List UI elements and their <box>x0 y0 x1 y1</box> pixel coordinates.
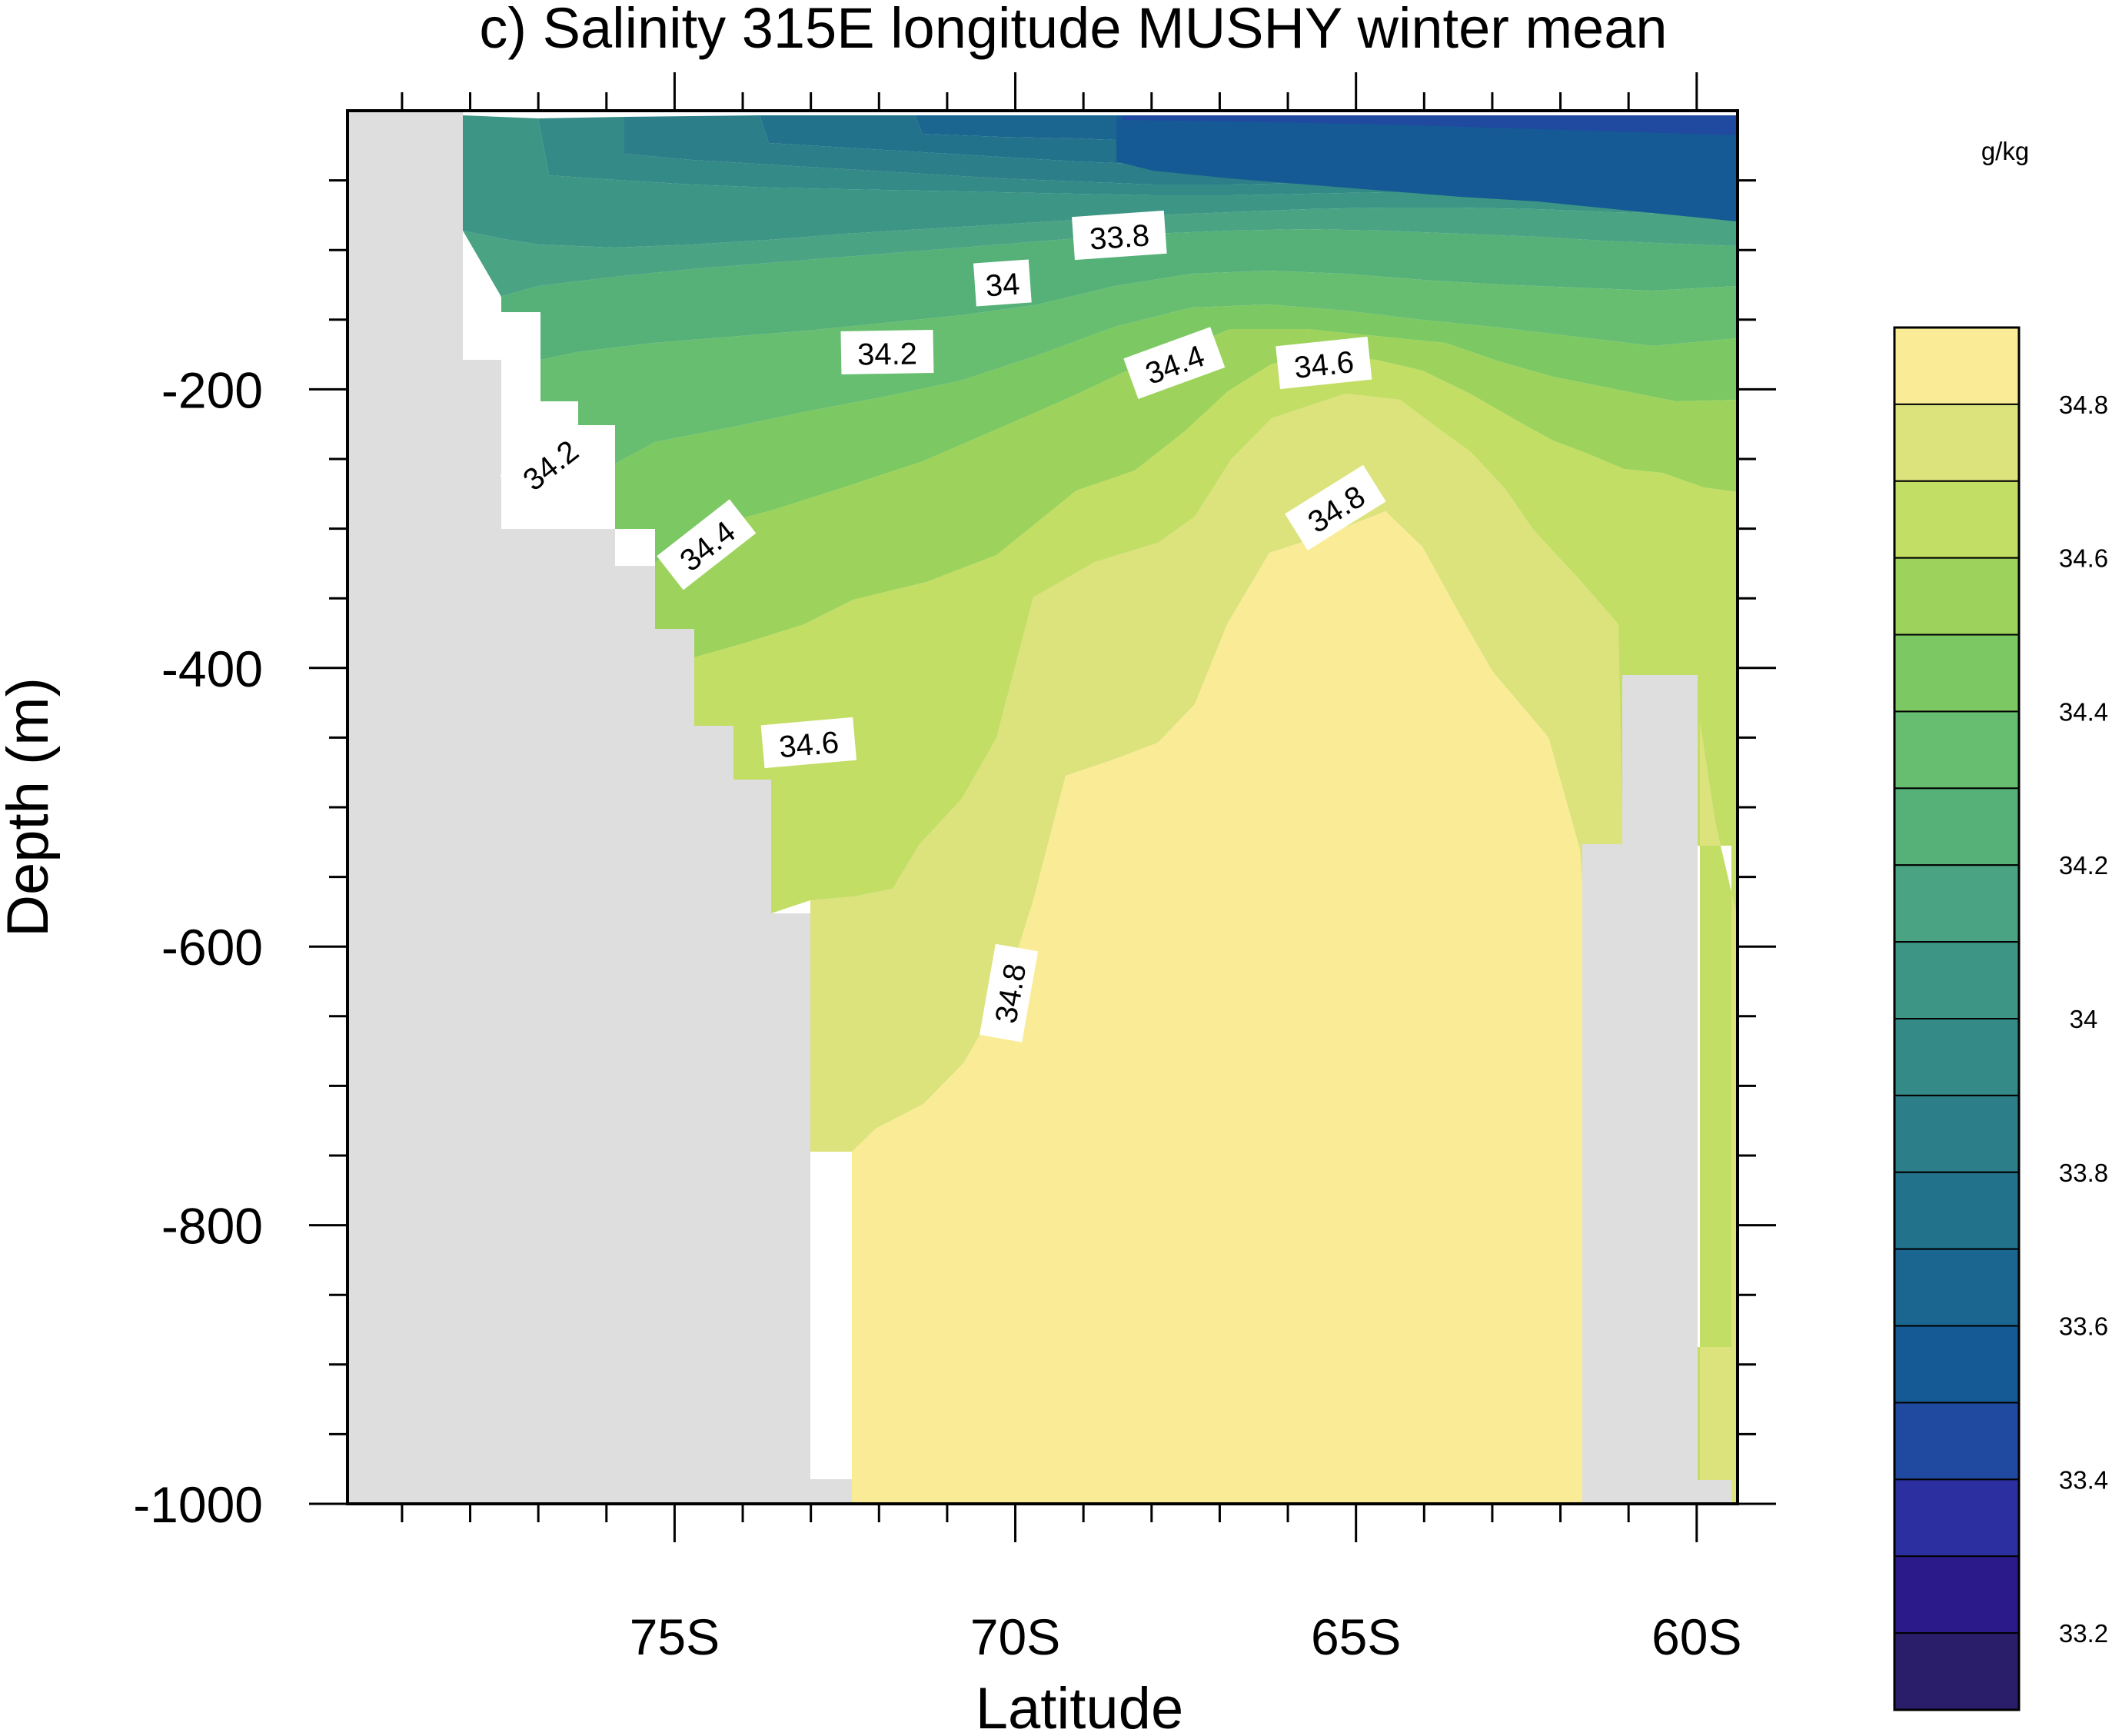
colorbar-label: 33.4 <box>2059 1465 2108 1494</box>
band-34-3 <box>540 271 1738 464</box>
y-axis-label: Depth (m) <box>0 677 61 937</box>
x-tick-labels: 75S 70S 65S 60S <box>630 1608 1742 1665</box>
contour-label: 34.8 <box>980 943 1039 1043</box>
band-33-9 <box>538 117 1738 197</box>
colorbar-swatch <box>1894 1171 2020 1250</box>
contour-label: 34.2 <box>840 329 934 375</box>
contour-label-box <box>1285 464 1386 550</box>
contour-label-box <box>760 717 857 769</box>
contour-label-box <box>1072 210 1167 261</box>
band-34-0 <box>463 115 1738 248</box>
contour-label: 33.8 <box>1072 210 1167 261</box>
contour-label-box <box>840 329 934 375</box>
colorbar-label: 33.2 <box>2059 1619 2108 1648</box>
band-33-5 <box>1116 115 1738 221</box>
x-tick-label: 70S <box>970 1608 1060 1665</box>
band-34-4 <box>615 304 1738 563</box>
band-33-4 <box>1123 115 1738 135</box>
contour-label-box <box>973 259 1032 307</box>
contour-fill <box>463 115 1738 1504</box>
plot-area <box>346 109 1739 1505</box>
band-34-5 <box>655 329 1738 657</box>
colorbar-swatch <box>1894 403 2020 482</box>
contour-label: 34.6 <box>1276 336 1372 390</box>
colorbar-units: g/kg <box>1981 137 2029 165</box>
colorbar-swatch <box>1894 1632 2020 1711</box>
contour-label-box <box>500 418 600 510</box>
colorbar-swatch <box>1894 1478 2020 1558</box>
colorbar-swatch <box>1894 710 2020 790</box>
colorbar-swatch <box>1894 1094 2020 1173</box>
colorbar-swatch <box>1894 634 2020 713</box>
contour-label-box <box>1123 327 1226 399</box>
x-tick-label: 65S <box>1311 1608 1401 1665</box>
colorbar: 33.2 33.4 33.6 33.8 34 34.2 34.4 34.6 34.8 <box>1893 326 2108 1711</box>
colorbar-swatch <box>1894 1555 2020 1635</box>
y-tick-label: -200 <box>161 361 263 418</box>
colorbar-swatch <box>1894 327 2020 405</box>
contour-label: 34 <box>973 259 1032 307</box>
y-tick-labels: -200 -400 -600 -800 -1000 <box>133 361 263 1533</box>
colorbar-swatch <box>1894 1402 2020 1481</box>
y-tick-label: -1000 <box>133 1476 263 1533</box>
band-34-6 <box>694 354 1738 1480</box>
colorbar-label: 33.8 <box>2059 1159 2108 1187</box>
colorbar-label: 34.4 <box>2059 697 2108 726</box>
y-tick-label: -800 <box>161 1198 263 1255</box>
band-34-8 <box>810 511 1584 1504</box>
colorbar-swatch <box>1894 557 2020 636</box>
contour-label: 34.6 <box>760 717 857 769</box>
x-tick-label: 75S <box>630 1608 720 1665</box>
band-33-8 <box>624 115 1738 185</box>
colorbar-label: 34.2 <box>2059 851 2108 880</box>
contour-label-box <box>980 943 1039 1043</box>
contour-label-text: 33.8 <box>1089 218 1151 256</box>
land-mask <box>348 111 1731 1504</box>
band-34-2 <box>500 229 1738 360</box>
y-tick-label: -400 <box>161 640 263 697</box>
chart-title: c) Salinity 315E longitude MUSHY winter … <box>479 0 1667 60</box>
contour-label-text: 34.6 <box>777 726 840 765</box>
colorbar-label: 33.6 <box>2059 1312 2108 1341</box>
contour-label-text: 34.2 <box>857 337 918 371</box>
contour-label-text: 34 <box>984 267 1020 303</box>
colorbar-swatch <box>1894 787 2020 866</box>
colorbar-frame <box>1893 326 2021 1711</box>
colorbar-label: 34.8 <box>2059 391 2108 419</box>
colorbar-swatch <box>1894 1248 2020 1327</box>
colorbar-swatch <box>1894 941 2020 1019</box>
colorbar-swatch <box>1894 1018 2020 1096</box>
contour-label-box <box>657 499 757 590</box>
band-34-7 <box>810 394 1622 1504</box>
band-34-1 <box>463 208 1738 297</box>
x-axis-label: Latitude <box>976 1676 1183 1736</box>
colorbar-label: 34 <box>2070 1005 2098 1033</box>
contour-label-text: 34.6 <box>1292 345 1355 385</box>
y-tick-label: -600 <box>161 919 263 976</box>
land-west <box>348 111 852 1504</box>
contour-label: 34.4 <box>1123 327 1226 399</box>
colorbar-label: 34.6 <box>2059 544 2108 573</box>
colorbar-swatch <box>1894 480 2020 559</box>
colorbar-swatch <box>1894 864 2020 943</box>
colorbar-swatch <box>1894 1325 2020 1404</box>
x-tick-label: 60S <box>1651 1608 1741 1665</box>
axis-ticks <box>309 72 1776 1542</box>
contour-label-box <box>1276 336 1372 390</box>
land-east-ridge <box>1582 675 1731 1504</box>
